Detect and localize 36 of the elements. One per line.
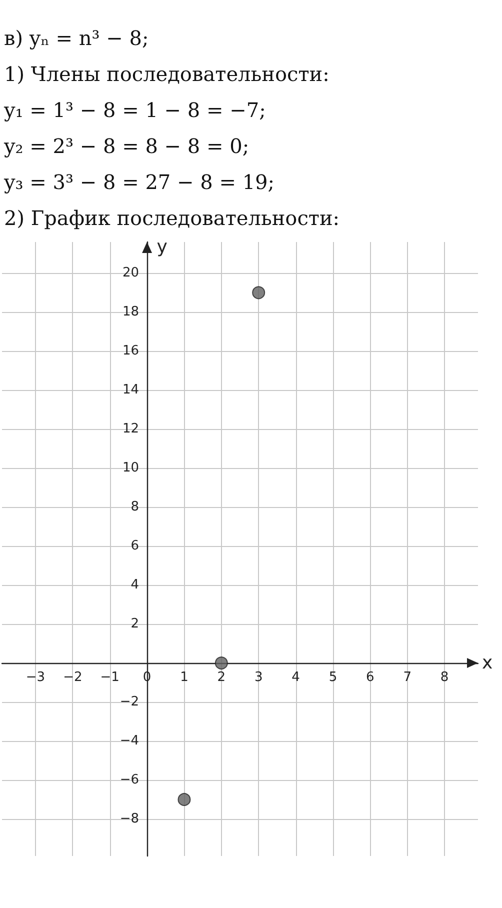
point [252, 286, 266, 300]
x-axis-title: x [482, 652, 493, 674]
x-tick-label: 8 [440, 670, 449, 686]
x-tick-label: 4 [292, 670, 300, 686]
x-tick-label: 1 [180, 670, 188, 686]
y-tick-label: −2 [120, 694, 140, 710]
y-tick-label: 16 [122, 344, 140, 359]
y-tick-label: 6 [130, 538, 140, 554]
x-tick-label: −3 [26, 670, 46, 686]
x-tick-label: −1 [100, 670, 120, 686]
y-tick-label: 8 [130, 500, 140, 515]
text: y₂ = 2³ − 8 = 8 − 8 = 0; [4, 133, 250, 160]
y-tick-label: −4 [120, 733, 140, 748]
y-tick-label: 18 [122, 304, 140, 320]
x-tick-label: 5 [328, 670, 338, 686]
y-tick-label: −8 [120, 811, 140, 826]
x-tick-label: 2 [217, 670, 226, 686]
y-tick-label: 20 [122, 266, 140, 281]
y-tick-label: −6 [120, 772, 140, 788]
point [214, 656, 228, 670]
x-tick-label: 3 [254, 670, 263, 686]
text: y₁ = 1³ − 8 = 1 − 8 = −7; [4, 97, 267, 124]
y-tick-label: 12 [122, 422, 140, 437]
x-tick-label: −2 [63, 670, 82, 686]
text: 1) Члены последовательности: [4, 61, 330, 88]
x-tick-label: 6 [366, 670, 374, 686]
point [178, 792, 191, 806]
text: y₃ = 3³ − 8 = 27 − 8 = 19; [4, 169, 276, 196]
text: 2) График последовательности: [4, 205, 341, 232]
x-tick-label: 7 [403, 670, 412, 686]
y-axis-title: y [156, 236, 168, 258]
y-tick-label: 2 [130, 616, 140, 632]
y-tick-label: 4 [130, 578, 140, 593]
y-tick-label: 10 [122, 460, 140, 476]
y-tick-label: 14 [122, 382, 140, 398]
chart-title: в) yₙ = n³ − 8; [4, 25, 150, 52]
